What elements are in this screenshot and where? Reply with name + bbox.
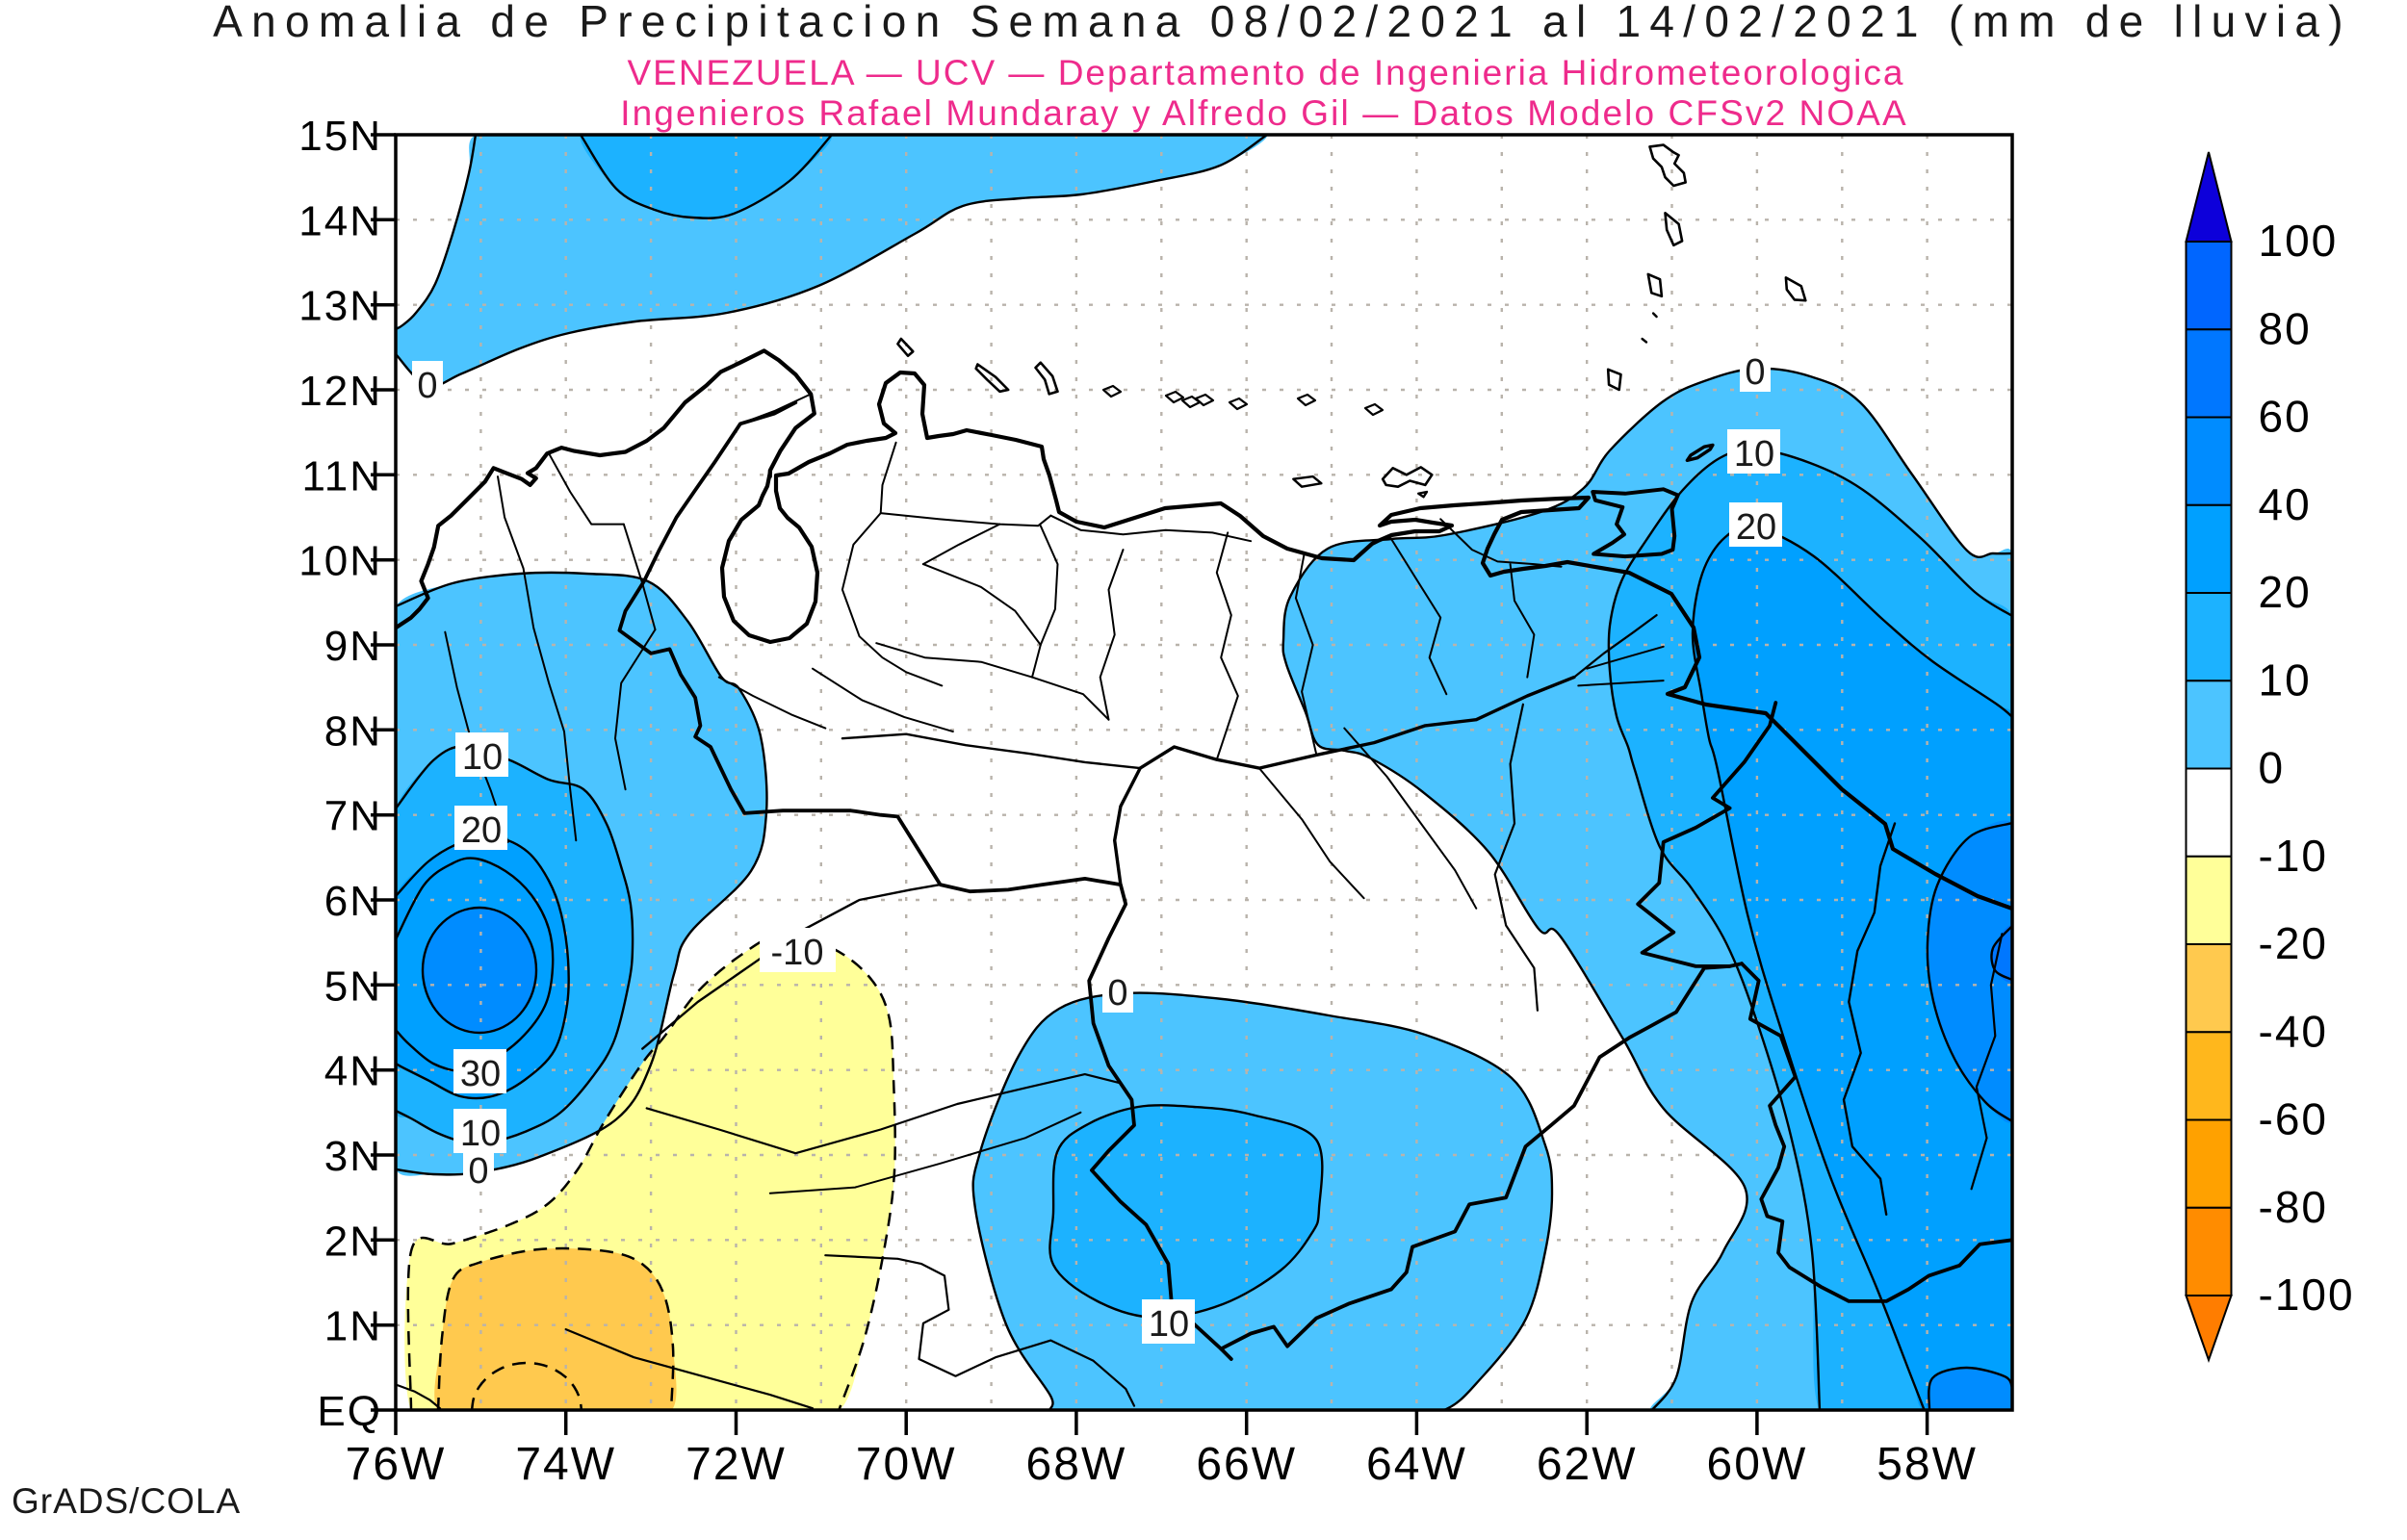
svg-text:Ingenieros Rafael Mundaray y A: Ingenieros Rafael Mundaray y Alfredo Gil… bbox=[620, 93, 1908, 133]
svg-text:-80: -80 bbox=[2259, 1182, 2328, 1232]
svg-text:74W: 74W bbox=[515, 1439, 616, 1490]
svg-text:-20: -20 bbox=[2259, 918, 2328, 968]
svg-text:58W: 58W bbox=[1876, 1439, 1978, 1490]
svg-text:10: 10 bbox=[1149, 1304, 1189, 1345]
svg-text:20: 20 bbox=[1736, 507, 1776, 548]
svg-text:EQ: EQ bbox=[317, 1388, 382, 1435]
svg-text:100: 100 bbox=[2259, 216, 2339, 266]
svg-text:14N: 14N bbox=[298, 197, 382, 244]
svg-text:64W: 64W bbox=[1366, 1439, 1467, 1490]
svg-text:30: 30 bbox=[460, 1054, 501, 1094]
svg-text:80: 80 bbox=[2259, 303, 2312, 353]
svg-text:-10: -10 bbox=[2259, 831, 2328, 881]
svg-text:-100: -100 bbox=[2259, 1270, 2355, 1320]
svg-text:10: 10 bbox=[462, 737, 503, 778]
svg-text:60W: 60W bbox=[1707, 1439, 1808, 1490]
svg-text:11N: 11N bbox=[302, 452, 382, 500]
svg-text:0: 0 bbox=[1107, 973, 1127, 1014]
svg-text:10N: 10N bbox=[298, 538, 382, 585]
svg-text:72W: 72W bbox=[686, 1439, 787, 1490]
svg-text:68W: 68W bbox=[1026, 1439, 1127, 1490]
svg-text:13N: 13N bbox=[298, 283, 382, 330]
svg-text:Anomalia de Precipitacion Sema: Anomalia de Precipitacion Semana 08/02/2… bbox=[213, 0, 2352, 46]
svg-text:VENEZUELA — UCV — Departamento: VENEZUELA — UCV — Departamento de Ingeni… bbox=[627, 53, 1904, 92]
svg-text:62W: 62W bbox=[1537, 1439, 1638, 1490]
svg-text:60: 60 bbox=[2259, 392, 2312, 442]
svg-text:10: 10 bbox=[2259, 654, 2312, 705]
svg-text:20: 20 bbox=[461, 810, 502, 851]
svg-text:GrADS/COLA: GrADS/COLA bbox=[12, 1481, 241, 1521]
svg-text:70W: 70W bbox=[856, 1439, 957, 1490]
svg-text:0: 0 bbox=[1745, 352, 1765, 393]
svg-text:-40: -40 bbox=[2259, 1006, 2328, 1056]
svg-text:66W: 66W bbox=[1196, 1439, 1297, 1490]
svg-text:40: 40 bbox=[2259, 479, 2312, 529]
svg-text:10: 10 bbox=[1734, 434, 1774, 475]
svg-text:-10: -10 bbox=[771, 933, 824, 973]
svg-text:20: 20 bbox=[2259, 567, 2312, 617]
svg-text:0: 0 bbox=[468, 1151, 488, 1192]
svg-text:15N: 15N bbox=[298, 113, 382, 160]
svg-text:0: 0 bbox=[2259, 743, 2286, 793]
svg-text:76W: 76W bbox=[346, 1439, 447, 1490]
svg-text:12N: 12N bbox=[298, 368, 382, 415]
svg-text:0: 0 bbox=[417, 366, 437, 406]
svg-text:-60: -60 bbox=[2259, 1094, 2328, 1144]
